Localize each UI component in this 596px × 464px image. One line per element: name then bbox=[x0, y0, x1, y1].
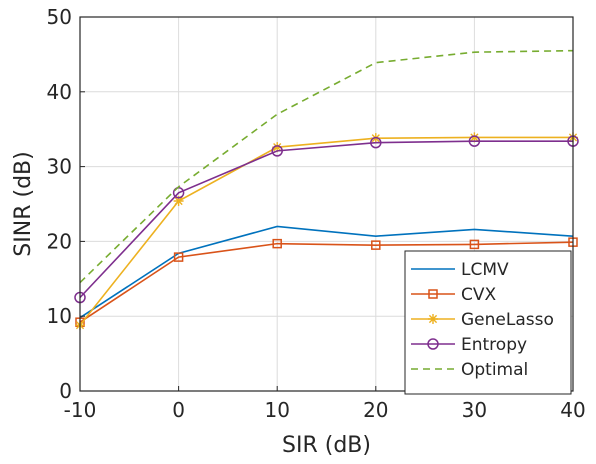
data-point-entropy bbox=[468, 135, 481, 147]
legend-marker bbox=[428, 314, 438, 324]
legend-marker bbox=[427, 338, 439, 350]
series-lcmv bbox=[79, 225, 574, 319]
x-tick-label: 40 bbox=[560, 398, 585, 422]
data-point-genelasso bbox=[272, 142, 283, 153]
series-line-optimal bbox=[79, 49, 574, 284]
legend-item-cvx: CVX bbox=[411, 285, 496, 305]
y-tick-label: 50 bbox=[47, 5, 72, 29]
series-line-entropy bbox=[79, 140, 573, 299]
y-tick-label: 10 bbox=[47, 304, 72, 328]
plot-frame bbox=[79, 16, 574, 392]
legend: LCMV CVX GeneLasso Entropy Optimal bbox=[404, 250, 572, 395]
x-tick-label: 0 bbox=[172, 398, 185, 422]
data-point-entropy bbox=[370, 136, 382, 149]
data-point-genelasso bbox=[469, 132, 480, 143]
data-point-entropy bbox=[271, 145, 283, 157]
data-point-cvx bbox=[371, 240, 381, 250]
y-tick-label: 40 bbox=[47, 80, 72, 104]
x-tick-label: 20 bbox=[363, 398, 388, 422]
legend-label: CVX bbox=[461, 285, 496, 305]
data-point-genelasso bbox=[173, 196, 184, 207]
legend-label: LCMV bbox=[461, 260, 509, 280]
y-tick-label: 30 bbox=[47, 155, 72, 179]
series-line-genelasso bbox=[79, 136, 573, 326]
legend-label: Optimal bbox=[461, 360, 528, 380]
legend-item-lcmv: LCMV bbox=[411, 260, 509, 280]
legend-item-entropy: Entropy bbox=[411, 335, 527, 355]
x-axis-label: SIR (dB) bbox=[282, 433, 371, 458]
x-tick-label: 10 bbox=[264, 398, 289, 422]
y-tick-label: 20 bbox=[47, 229, 72, 253]
data-point-cvx bbox=[469, 239, 480, 250]
x-tick-label: 30 bbox=[462, 398, 487, 422]
legend-item-optimal: Optimal bbox=[411, 360, 528, 380]
legend-item-genelasso: GeneLasso bbox=[411, 310, 554, 330]
series-line-cvx bbox=[79, 241, 574, 323]
data-point-cvx bbox=[173, 252, 184, 262]
legend-marker bbox=[428, 289, 438, 299]
legend-label: Entropy bbox=[461, 335, 527, 355]
y-tick-label: 0 bbox=[59, 379, 72, 403]
y-axis-label: SINR (dB) bbox=[11, 151, 36, 256]
data-point-cvx bbox=[272, 238, 282, 249]
legend-label: GeneLasso bbox=[461, 310, 554, 330]
grid bbox=[80, 17, 573, 391]
series-optimal bbox=[79, 49, 574, 284]
series-line-lcmv bbox=[79, 225, 574, 319]
x-tick-label: -10 bbox=[64, 398, 97, 422]
